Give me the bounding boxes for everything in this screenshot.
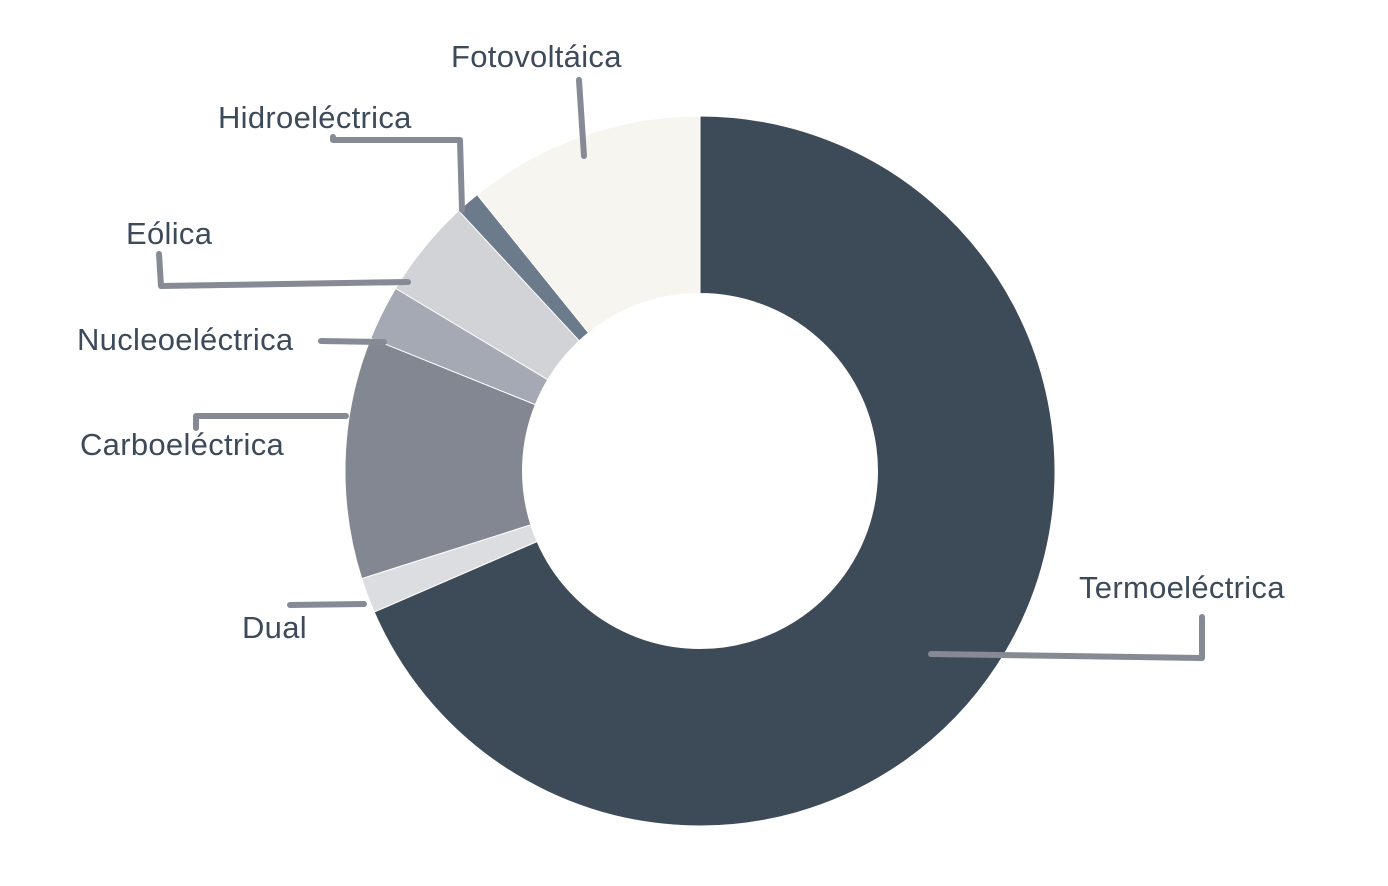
leader-line-eolica xyxy=(156,251,411,289)
slice-label-carboelectrica: Carboeléctrica xyxy=(80,427,285,462)
slice-label-dual: Dual xyxy=(242,610,307,645)
slice-fotovoltaica xyxy=(476,115,701,334)
leader-line-hidroelectrica xyxy=(330,134,465,213)
slice-label-hidroelectrica: Hidroeléctrica xyxy=(218,100,412,135)
leader-line-fotovoltaica xyxy=(576,77,587,159)
slice-label-fotovoltaica: Fotovoltáica xyxy=(451,39,622,74)
leader-line-nucleoelectrica xyxy=(318,338,387,345)
slice-label-termoelectrica: Termoeléctrica xyxy=(1079,570,1285,605)
leader-line-carboelectrica xyxy=(193,413,349,431)
slice-termoelectrica xyxy=(373,115,1056,827)
leader-line-dual xyxy=(287,601,367,608)
slice-label-eolica: Eólica xyxy=(126,216,213,251)
leader-line-termoelectrica xyxy=(928,614,1205,661)
slices-group xyxy=(344,115,1056,827)
slice-label-nucleoelectrica: Nucleoeléctrica xyxy=(77,322,294,357)
